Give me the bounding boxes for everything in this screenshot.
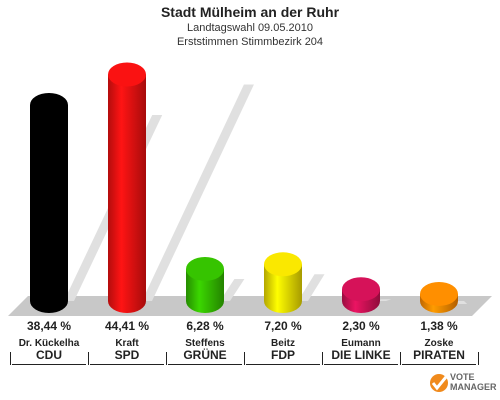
value-label: 2,30 % (342, 319, 380, 333)
candidate-label: Dr. Kückelha (18, 338, 80, 349)
category-divider (478, 352, 479, 365)
bar-top (30, 92, 68, 117)
category-divider (88, 352, 89, 365)
party-underline (12, 364, 86, 365)
bar-fdp (264, 264, 302, 313)
candidate-label: Steffens (185, 338, 225, 349)
value-label: 44,41 % (104, 319, 150, 333)
candidate-label: Zoske (424, 338, 454, 349)
category-divider (10, 352, 11, 365)
category-divider (400, 352, 401, 365)
bar-spd (108, 74, 146, 313)
bar-shadow (142, 84, 254, 301)
candidate-label: Beitz (271, 338, 295, 349)
party-label: SPD (114, 348, 140, 362)
logo-text-vote: VOTE (450, 372, 475, 382)
party-underline (246, 364, 320, 365)
chart-title: Stadt Mülheim an der Ruhr (160, 4, 340, 20)
bar-top (108, 62, 146, 87)
bar-top (420, 281, 458, 306)
bar-shadow (298, 274, 325, 301)
value-label: 38,44 % (26, 319, 72, 333)
candidate-label: Eumann (341, 338, 381, 349)
chart-floor (8, 296, 492, 316)
party-label: PIRATEN (413, 348, 465, 362)
party-underline (324, 364, 398, 365)
logo-text-manager: MANAGER (450, 382, 497, 392)
bar-top (186, 256, 224, 281)
chart-subtitle-district: Erststimmen Stimmbezirk 204 (176, 36, 324, 48)
party-underline (168, 364, 242, 365)
bar-top (264, 252, 302, 277)
bar-grüne (186, 268, 224, 313)
value-label: 7,20 % (264, 319, 302, 333)
party-underline (90, 364, 164, 365)
candidate-label: Kraft (115, 338, 139, 349)
party-underline (402, 364, 476, 365)
category-divider (322, 352, 323, 365)
party-label: GRÜNE (183, 348, 227, 362)
party-label: FDP (271, 348, 295, 362)
bar-cdu (30, 104, 68, 313)
value-label: 1,38 % (420, 319, 458, 333)
chart-subtitle-election: Landtagswahl 09.05.2010 (187, 22, 313, 34)
bar-top (342, 277, 380, 302)
bar-shadow (220, 278, 245, 301)
party-label: DIE LINKE (331, 348, 391, 362)
category-divider (166, 352, 167, 365)
value-label: 6,28 % (186, 319, 224, 333)
category-divider (244, 352, 245, 365)
party-label: CDU (36, 348, 62, 362)
votemanager-logo: VOTE MANAGER (428, 370, 497, 398)
